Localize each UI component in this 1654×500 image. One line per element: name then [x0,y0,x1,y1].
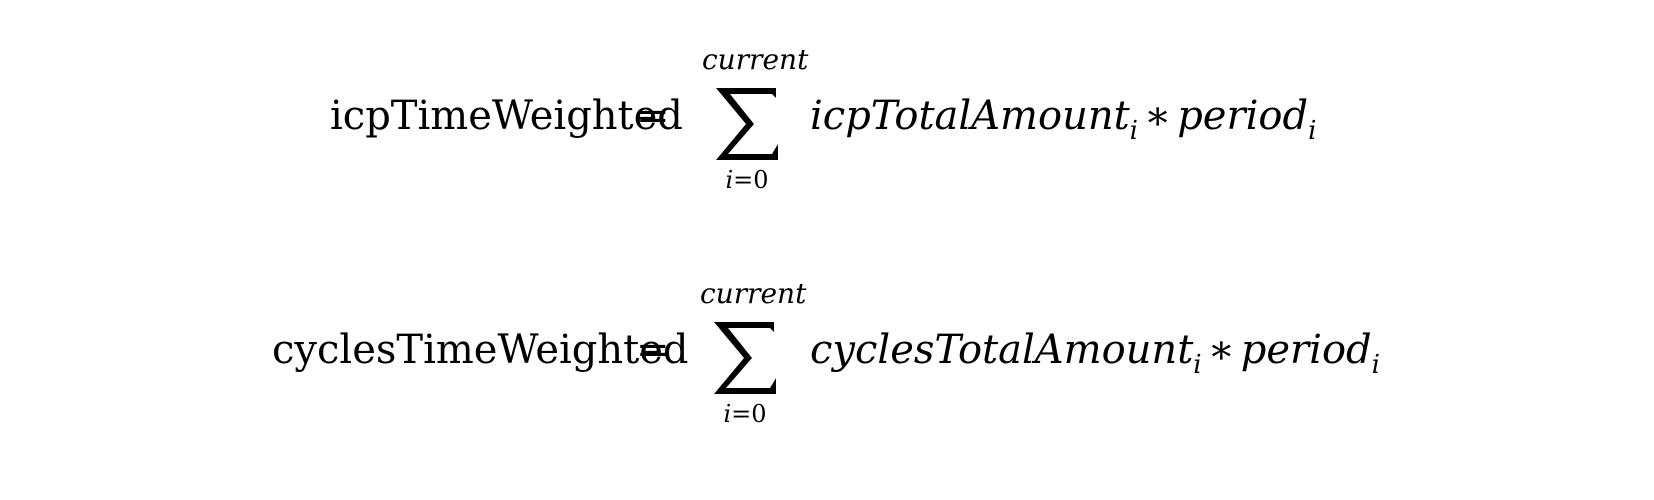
sum-upper-limit: current [700,277,807,310]
sum-lower-limit: i=0 [725,166,769,194]
equals-sign: = [636,93,670,139]
formula-rhs: icpTotalAmounti ∗ periodi [810,93,1316,144]
multiply-operator: ∗ [1207,327,1235,373]
sum-upper-limit: current [702,43,809,76]
factor-subscript: i [1371,350,1380,380]
formula-lhs: cyclesTimeWeighted [272,327,689,373]
formula-rhs: cyclesTotalAmounti ∗ periodi [810,327,1380,378]
formula-cycles-time-weighted: cyclesTimeWeighted = current i=0 cyclesT… [0,268,1654,468]
term-name: cyclesTotalAmount [810,327,1194,373]
sigma-icon [714,322,776,394]
equals-sign: = [636,327,670,373]
term-subscript: i [1129,116,1138,146]
sum-lower-limit: i=0 [723,400,767,428]
factor-name: period [1177,93,1309,139]
summation: current i=0 [700,277,807,430]
sigma-icon [716,88,778,160]
formula-lhs: icpTimeWeighted [330,93,683,139]
multiply-operator: ∗ [1144,93,1172,139]
factor-subscript: i [1308,116,1317,146]
formula-icp-time-weighted: icpTimeWeighted = current i=0 icpTotalAm… [0,20,1654,220]
summation: current i=0 [702,43,809,196]
factor-name: period [1240,327,1372,373]
term-name: icpTotalAmount [810,93,1130,139]
term-subscript: i [1193,350,1202,380]
